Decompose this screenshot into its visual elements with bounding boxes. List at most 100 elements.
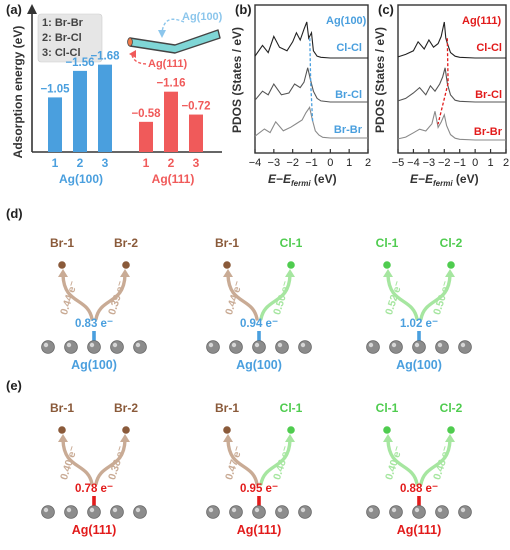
x-tick-label: 1 — [346, 157, 352, 169]
halogen-atom-right — [286, 260, 296, 270]
transfer-value-left: 0.44 e⁻ — [58, 279, 80, 316]
panel-d-charge-diagrams: Br-1 Br-20.44 e⁻ 0.39 e⁻0.83 e⁻Ag(100)Br-1… — [41, 236, 472, 372]
transfer-arrow-right — [94, 438, 127, 486]
transfer-value-left: 0.40 e⁻ — [58, 444, 80, 481]
bar-category-label: 1 — [52, 156, 59, 170]
panel-c-surface-label: Ag(111) — [462, 15, 501, 27]
pdos-curve-br-br — [397, 111, 506, 141]
charge-diagram-1: Br-1 Br-2 0.40 e⁻ 0.38 e⁻ 0.78 e⁻ Ag(111) — [41, 401, 147, 537]
transfer-arrow-right — [419, 438, 452, 486]
adsorbed-rod-inset: Ag(100) Ag(111) — [127, 11, 223, 70]
silver-atom-highlight — [254, 342, 260, 348]
transfer-arrow-right — [259, 438, 292, 486]
atom-label-right: Cl-2 — [440, 401, 463, 415]
surface-label: Ag(100) — [396, 358, 442, 372]
transfer-arrowhead-left — [383, 269, 393, 277]
bar-ag111-1 — [139, 121, 153, 152]
bar-value-label: −1.05 — [40, 83, 70, 95]
panel-b-curve-label-brcl: Br-Cl — [335, 89, 362, 101]
panel-a-label: (a) — [6, 2, 22, 17]
peak-shift-guide — [309, 38, 314, 122]
surface-label: Ag(111) — [397, 523, 441, 537]
panel-c-ylabel: PDOS (States / eV) — [373, 27, 387, 133]
silver-atom — [206, 505, 220, 519]
silver-atom — [229, 505, 243, 519]
halogen-atom-right — [121, 425, 131, 435]
silver-atom-highlight — [43, 507, 49, 513]
silver-atom — [412, 340, 426, 354]
transfer-arrow-right — [419, 273, 452, 321]
panel-b-surface-label: Ag(100) — [326, 15, 367, 27]
bar-ag111-2 — [164, 91, 178, 152]
silver-atom-highlight — [391, 507, 397, 513]
silver-atom — [87, 340, 101, 354]
panel-c-curve-label-brbr: Br-Br — [474, 126, 503, 138]
legend-item-1: 1: Br-Br — [42, 17, 84, 29]
total-charge-label: 0.88 e⁻ — [400, 483, 438, 495]
silver-atom — [298, 505, 312, 519]
silver-atom — [275, 340, 289, 354]
total-charge-label: 0.94 e⁻ — [240, 318, 278, 330]
panel-b-ylabel: PDOS (States / eV) — [230, 27, 244, 133]
silver-atom — [389, 340, 403, 354]
silver-atom — [229, 340, 243, 354]
x-tick-label: −1 — [305, 157, 318, 169]
panel-d-label: (d) — [6, 206, 23, 221]
silver-atom-highlight — [277, 507, 283, 513]
bar-value-label: −1.56 — [65, 57, 94, 69]
panel-b-xlabel: E−Efermi (eV) — [268, 172, 337, 188]
atom-label-right: Cl-2 — [440, 236, 463, 250]
transfer-arrow-left — [61, 438, 94, 486]
transfer-value-right: 0.50 e⁻ — [271, 279, 293, 316]
total-charge-label: 0.78 e⁻ — [75, 483, 113, 495]
surface-label: Ag(100) — [71, 358, 117, 372]
transfer-arrowhead-left — [223, 269, 233, 277]
bar-ag100-2 — [73, 70, 87, 152]
transfer-arrowhead-left — [58, 269, 68, 277]
halogen-atom-left — [57, 425, 67, 435]
panel-b-curves — [254, 21, 368, 139]
surface-label: Ag(111) — [72, 523, 116, 537]
panel-e-label: (e) — [6, 378, 22, 393]
silver-atom — [133, 505, 147, 519]
halogen-atom-right — [446, 260, 456, 270]
panel-c-label: (c) — [378, 2, 394, 17]
inset-label-ag111: Ag(111) — [148, 58, 187, 70]
silver-atom — [64, 505, 78, 519]
x-tick-label: −4 — [407, 157, 420, 169]
surface-label: Ag(111) — [237, 523, 281, 537]
group-label-ag100: Ag(100) — [59, 172, 103, 186]
silver-atom — [252, 505, 266, 519]
x-tick-label: −3 — [268, 157, 281, 169]
x-tick-label: 2 — [365, 157, 371, 169]
silver-atom-highlight — [89, 507, 95, 513]
bar-value-label: −1.68 — [90, 51, 120, 63]
silver-atom-highlight — [277, 342, 283, 348]
transfer-arrow-left — [61, 273, 94, 321]
atom-label-right: Br-2 — [114, 236, 138, 250]
panel-a-ylabel: Adsorption energy (eV) — [11, 26, 25, 159]
atom-label-right: Br-2 — [114, 401, 138, 415]
bar-value-label: −0.58 — [131, 108, 161, 120]
silver-atom — [252, 340, 266, 354]
transfer-arrow-left — [386, 273, 419, 321]
transfer-arrowhead-left — [58, 434, 68, 442]
silver-atom — [64, 340, 78, 354]
halogen-atom-right — [121, 260, 131, 270]
pdos-curve-br-cl — [397, 67, 506, 103]
transfer-arrowhead-left — [223, 434, 233, 442]
transfer-arrow-right — [259, 273, 292, 321]
transfer-arrowhead-right — [445, 434, 455, 442]
silver-atom-highlight — [231, 507, 237, 513]
silver-atom — [389, 505, 403, 519]
transfer-arrow-left — [386, 438, 419, 486]
silver-atom-highlight — [460, 507, 466, 513]
atom-label-left: Br-1 — [50, 401, 74, 415]
panel-c-xlabel: E−Efermi (eV) — [410, 172, 479, 188]
silver-atom-highlight — [368, 507, 374, 513]
x-tick-label: 0 — [327, 157, 333, 169]
x-tick-label: −3 — [423, 157, 436, 169]
panel-c-frame — [397, 4, 507, 154]
silver-atom-highlight — [112, 342, 118, 348]
